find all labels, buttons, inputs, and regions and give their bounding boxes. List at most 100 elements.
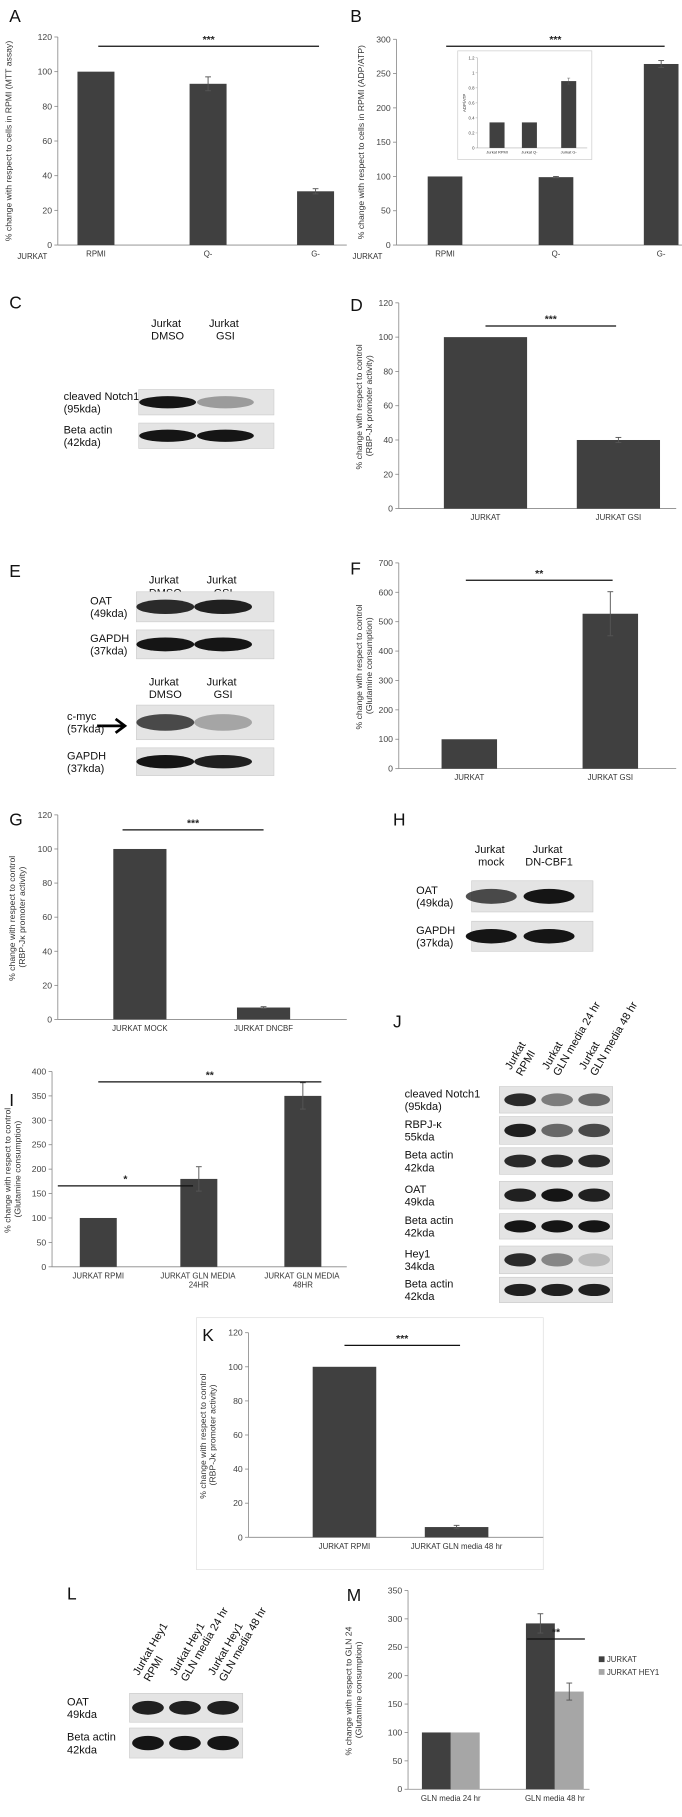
y-tick-label: 100 bbox=[379, 734, 394, 744]
y-tick-label: 300 bbox=[388, 1614, 403, 1624]
lane-header: Jurkat DN-CBF1 bbox=[525, 844, 573, 869]
significance-label: ** bbox=[206, 1070, 215, 1081]
row-label: GAPDH (37kda) bbox=[90, 633, 132, 658]
blot-band bbox=[578, 1154, 610, 1168]
row-label: OAT (49kda) bbox=[416, 885, 453, 910]
blot-band bbox=[578, 1123, 610, 1138]
bar bbox=[561, 81, 577, 148]
row-label: GAPDH (37kda) bbox=[67, 750, 109, 775]
blot-band bbox=[207, 1735, 239, 1751]
blot-band bbox=[504, 1093, 537, 1107]
x-tick-label: GLN media 24 hr bbox=[421, 1794, 481, 1803]
row-label: c-myc (57kda) bbox=[67, 711, 104, 736]
bar bbox=[489, 122, 505, 148]
x-tick-label: RPMI bbox=[435, 250, 455, 259]
panel-letter: B bbox=[350, 6, 362, 26]
y-axis-label: % change with respect to control (Glutam… bbox=[2, 1105, 22, 1233]
bar bbox=[236, 1007, 291, 1020]
y-tick-label: 40 bbox=[42, 171, 52, 181]
bar bbox=[538, 177, 574, 246]
y-tick-label: 250 bbox=[388, 1642, 403, 1652]
y-axis-label: % change with respect to control (Glutam… bbox=[354, 602, 374, 730]
y-tick-label: 0 bbox=[47, 1014, 52, 1024]
y-tick-label: 0 bbox=[472, 145, 475, 150]
y-tick-label: 0 bbox=[47, 240, 52, 250]
y-axis-label: % change with respect to cells in RPMI (… bbox=[356, 45, 366, 239]
bar bbox=[312, 1366, 377, 1538]
bar bbox=[421, 1732, 451, 1790]
blot-band bbox=[136, 599, 195, 615]
panel-letter: I bbox=[9, 1090, 14, 1110]
y-tick-label: 350 bbox=[388, 1585, 403, 1595]
y-tick-label: 60 bbox=[42, 912, 52, 922]
x-tick-label: JURKAT GSI bbox=[588, 773, 633, 782]
blot-band bbox=[207, 1700, 239, 1715]
y-tick-label: 50 bbox=[37, 1237, 47, 1247]
y-tick-label: 200 bbox=[376, 103, 391, 113]
y-tick-label: 0 bbox=[397, 1784, 402, 1794]
x-tick-label: JURKAT bbox=[454, 773, 484, 782]
blot-band bbox=[465, 888, 517, 904]
significance-label: *** bbox=[187, 818, 200, 829]
y-tick-label: 500 bbox=[379, 617, 394, 627]
lane-header: Jurkat DMSO bbox=[149, 676, 182, 701]
bar bbox=[643, 63, 679, 246]
lane-header: Jurkat mock bbox=[475, 844, 508, 869]
significance-label: * bbox=[123, 1174, 128, 1185]
y-tick-label: 100 bbox=[38, 67, 53, 77]
arrow bbox=[97, 717, 128, 734]
x-tick-label: GLN media 48 hr bbox=[525, 1794, 585, 1803]
bar bbox=[441, 739, 498, 769]
blot-band bbox=[541, 1253, 574, 1267]
y-tick-label: 40 bbox=[383, 435, 393, 445]
bar bbox=[79, 1217, 117, 1267]
y-tick-label: 0 bbox=[41, 1262, 46, 1272]
y-tick-label: 100 bbox=[379, 332, 394, 342]
blot-band bbox=[194, 599, 252, 615]
group-label: JURKAT bbox=[17, 252, 47, 261]
bar bbox=[554, 1691, 584, 1790]
y-tick-label: 60 bbox=[383, 401, 393, 411]
y-tick-label: 250 bbox=[32, 1140, 47, 1150]
panel-letter: M bbox=[347, 1585, 361, 1605]
blot-band bbox=[197, 396, 254, 409]
y-tick-label: 0 bbox=[388, 764, 393, 774]
row-label: Beta actin 42kda bbox=[67, 1732, 119, 1757]
lane-header: Jurkat GSI bbox=[209, 318, 242, 343]
y-tick-label: 100 bbox=[388, 1727, 403, 1737]
y-tick-label: 150 bbox=[376, 137, 391, 147]
row-label: Beta actin (42kda) bbox=[64, 424, 116, 449]
bar bbox=[427, 176, 463, 246]
panel-letter: D bbox=[350, 295, 363, 315]
panel-letter: A bbox=[9, 6, 21, 26]
y-tick-label: 100 bbox=[228, 1362, 243, 1372]
y-tick-label: 150 bbox=[388, 1699, 403, 1709]
blot-band bbox=[541, 1154, 574, 1168]
y-tick-label: 0 bbox=[386, 240, 391, 250]
x-tick-label: Jurkat RPMI bbox=[486, 150, 507, 155]
blot-band bbox=[504, 1253, 537, 1267]
y-tick-label: 0.6 bbox=[468, 100, 475, 105]
bar bbox=[113, 848, 167, 1020]
x-tick-label: JURKAT RPMI bbox=[319, 1542, 371, 1551]
bar bbox=[297, 191, 335, 246]
blot-band bbox=[541, 1188, 574, 1202]
x-tick-label: JURKAT RPMI bbox=[72, 1271, 124, 1280]
row-label: cleaved Notch1 (95kda) bbox=[405, 1088, 484, 1113]
row-label: cleaved Notch1 (95kda) bbox=[64, 391, 143, 416]
blot-band bbox=[578, 1093, 610, 1107]
y-tick-label: 120 bbox=[228, 1328, 243, 1338]
bar bbox=[189, 83, 227, 246]
y-tick-label: 250 bbox=[376, 69, 391, 79]
y-tick-label: 40 bbox=[233, 1464, 243, 1474]
row-label: Beta actin 42kda bbox=[405, 1215, 457, 1240]
significance-label: *** bbox=[549, 35, 562, 46]
y-tick-label: 1 bbox=[472, 70, 475, 75]
y-tick-label: 0.8 bbox=[468, 85, 475, 90]
y-tick-label: 200 bbox=[32, 1164, 47, 1174]
blot-band bbox=[578, 1220, 610, 1233]
y-tick-label: 80 bbox=[383, 366, 393, 376]
x-tick-label: Q- bbox=[204, 250, 213, 259]
blot-band bbox=[541, 1123, 574, 1138]
